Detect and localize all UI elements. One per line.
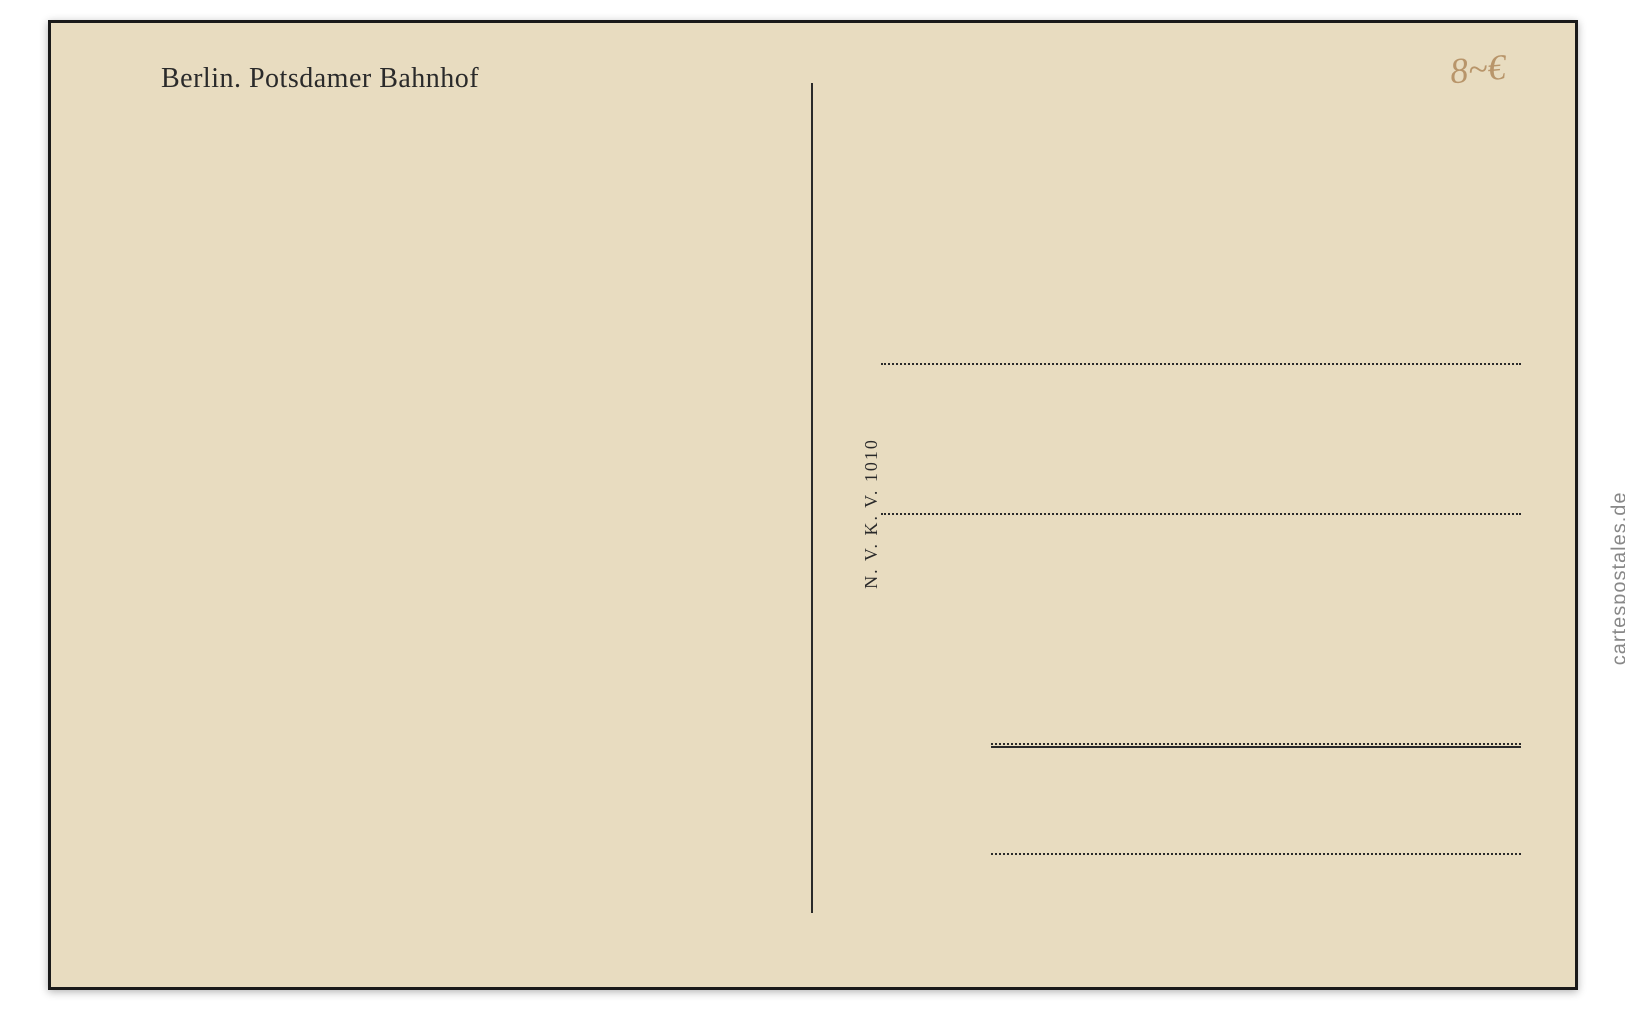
address-line-1 xyxy=(881,363,1521,365)
center-divider xyxy=(811,83,813,913)
address-line-2 xyxy=(881,513,1521,515)
postcard-title: Berlin. Potsdamer Bahnhof xyxy=(161,63,479,95)
watermark: cartespostales.de xyxy=(1609,492,1625,666)
publisher-mark: N. V. K. V. 1010 xyxy=(861,438,882,589)
address-line-3-underline xyxy=(991,746,1521,748)
handwritten-annotation: 8~€ xyxy=(1448,46,1507,93)
postcard: Berlin. Potsdamer Bahnhof 8~€ N. V. K. V… xyxy=(48,20,1578,990)
address-line-4 xyxy=(991,853,1521,855)
address-line-3 xyxy=(991,743,1521,745)
